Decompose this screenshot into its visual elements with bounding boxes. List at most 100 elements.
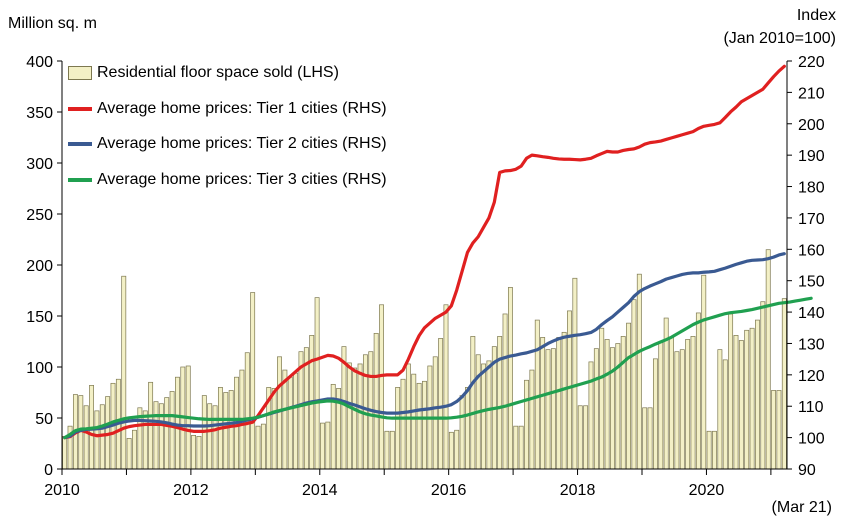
left-tick-label: 250 — [26, 207, 53, 224]
bar — [593, 348, 599, 470]
bar — [94, 410, 100, 470]
x-axis-end-note: (Mar 21) — [771, 499, 832, 516]
bar — [260, 423, 266, 470]
bar — [631, 299, 637, 470]
bar — [212, 405, 218, 470]
bar — [196, 436, 202, 470]
right-tick-label: 160 — [798, 242, 825, 259]
bar — [357, 363, 363, 470]
bar — [599, 327, 605, 470]
legend-swatch-tier2 — [68, 142, 92, 146]
bar — [760, 301, 766, 470]
bar — [706, 430, 712, 470]
legend-swatch-bar — [68, 66, 92, 80]
bar — [647, 407, 653, 470]
legend-swatch-tier1 — [68, 106, 92, 111]
left-tick-label: 200 — [26, 258, 53, 275]
left-tick-label: 350 — [26, 105, 53, 122]
bar — [228, 390, 234, 470]
bar — [572, 277, 578, 470]
right-tick-label: 200 — [798, 117, 825, 134]
bar — [695, 312, 701, 470]
right-tick-label: 150 — [798, 274, 825, 291]
bar — [207, 403, 213, 470]
bar — [250, 292, 256, 470]
bar — [481, 363, 487, 470]
right-tick-label: 110 — [798, 399, 824, 416]
bar — [422, 380, 427, 470]
right-tick-label: 120 — [798, 368, 825, 385]
bar — [722, 359, 728, 470]
right-tick-label: 140 — [798, 305, 825, 322]
right-tick-label: 220 — [798, 54, 825, 71]
bar — [540, 337, 546, 470]
bar — [83, 405, 89, 470]
right-tick-label: 130 — [798, 336, 825, 353]
bar — [690, 336, 696, 470]
bar — [352, 367, 358, 470]
bar — [518, 425, 524, 470]
bar — [556, 337, 562, 470]
legend-label-tier1: Average home prices: Tier 1 cities (RHS) — [97, 99, 387, 117]
right-tick-label: 210 — [798, 85, 825, 102]
bar — [244, 352, 250, 470]
bar — [744, 329, 750, 470]
bar — [507, 287, 513, 470]
bar — [255, 425, 261, 470]
bar — [158, 403, 164, 470]
x-tick-label: 2020 — [689, 482, 725, 499]
bar-series-group — [62, 249, 787, 470]
bar — [287, 376, 293, 470]
bar — [432, 356, 438, 470]
bar — [438, 338, 444, 470]
bar — [626, 322, 632, 470]
bar — [373, 332, 379, 470]
bar — [448, 431, 454, 470]
bar — [191, 434, 197, 470]
bar — [62, 436, 68, 470]
bar — [384, 430, 390, 470]
legend-label-tier2: Average home prices: Tier 2 cities (RHS) — [97, 135, 387, 152]
legend-label-floor-space: Residential floor space sold (LHS) — [97, 64, 339, 81]
bar — [293, 372, 299, 470]
right-tick-label: 90 — [798, 462, 816, 479]
legend-item-tier1: Average home prices: Tier 1 cities (RHS) — [68, 98, 387, 120]
bar — [175, 376, 180, 470]
bar — [776, 390, 782, 470]
bar — [679, 349, 685, 470]
bar — [169, 391, 175, 470]
bar — [658, 342, 664, 470]
bar — [604, 339, 610, 470]
bar — [755, 319, 760, 470]
right-tick-label: 170 — [798, 211, 825, 228]
bar — [561, 331, 567, 470]
bar — [486, 360, 492, 470]
bar — [534, 319, 540, 470]
bar — [550, 348, 556, 470]
bar — [153, 401, 159, 470]
left-tick-label: 400 — [26, 54, 53, 71]
bar — [642, 407, 648, 470]
bar — [314, 297, 320, 470]
bar — [636, 273, 642, 470]
bar — [320, 422, 325, 470]
bar — [717, 349, 723, 470]
bar — [588, 361, 594, 470]
bar — [615, 343, 621, 470]
bar — [223, 392, 229, 470]
x-tick-label: 2016 — [431, 482, 467, 499]
bar — [545, 349, 551, 470]
series-line — [63, 64, 786, 440]
left-tick-label: 0 — [44, 462, 53, 479]
bar — [513, 425, 519, 470]
bar — [470, 336, 476, 470]
bar — [577, 405, 583, 470]
legend: Residential floor space sold (LHS) Avera… — [68, 62, 387, 204]
bar — [781, 298, 787, 470]
right-tick-label: 190 — [798, 148, 825, 165]
right-axis-title-line2: (Jan 2010=100) — [723, 30, 836, 47]
bar — [701, 274, 707, 470]
bar — [389, 430, 395, 470]
bar — [164, 397, 170, 470]
right-axis-title-line1: Index — [796, 7, 836, 24]
